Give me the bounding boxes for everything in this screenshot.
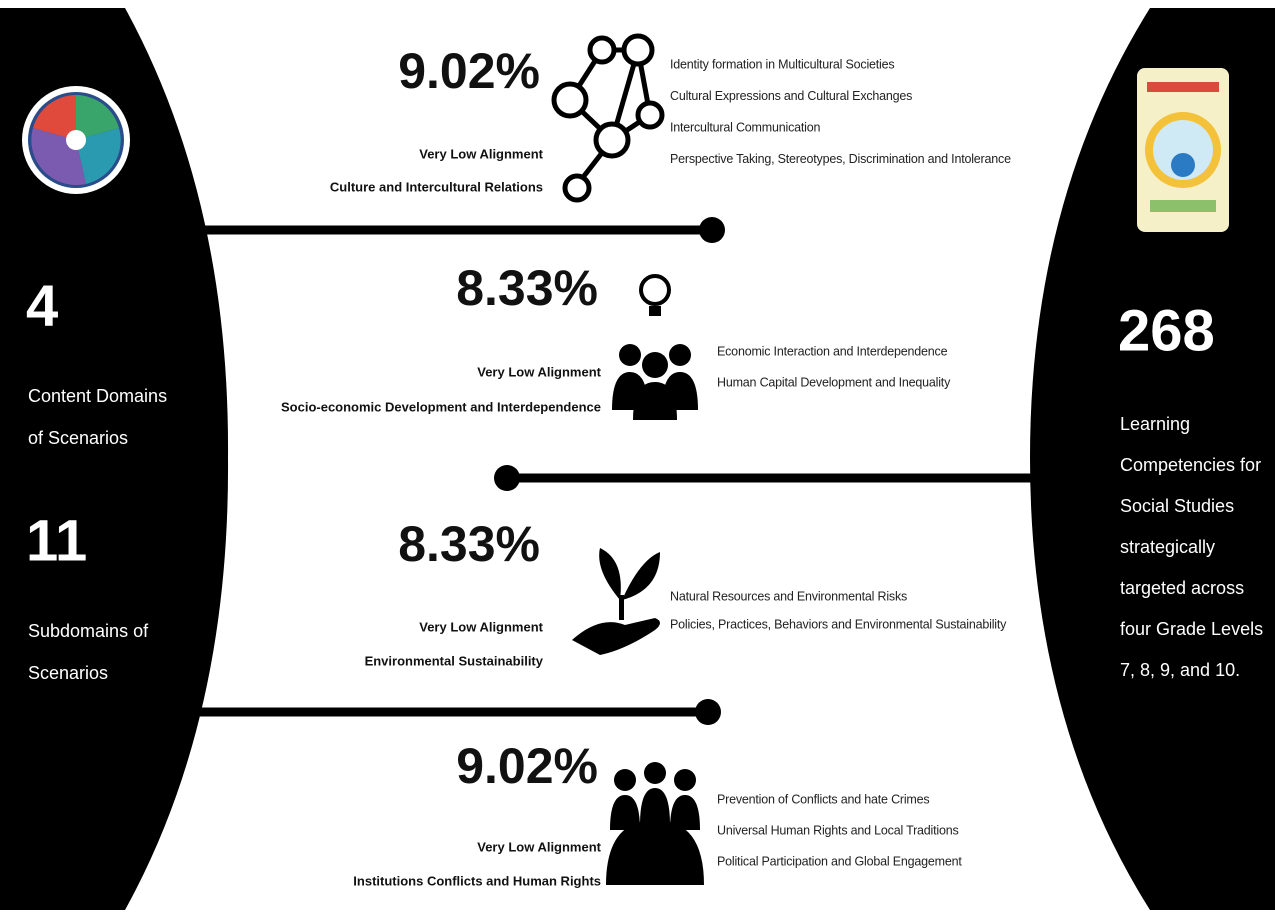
connector-dot bbox=[494, 465, 520, 491]
people-idea-icon bbox=[612, 274, 698, 420]
stat-label: targeted across bbox=[1120, 578, 1244, 598]
percent: 9.02% bbox=[456, 738, 598, 794]
percent: 8.33% bbox=[456, 260, 598, 316]
percent: 9.02% bbox=[398, 43, 540, 99]
connector-dot bbox=[699, 217, 725, 243]
stat-label: 7, 8, 9, and 10. bbox=[1120, 660, 1240, 680]
domain-name: Culture and Intercultural Relations bbox=[330, 179, 543, 194]
left-stats: 4 Content Domains of Scenarios 11 Subdomains… bbox=[26, 273, 167, 682]
stat-label: Competencies for bbox=[1120, 455, 1261, 475]
domain-name: Institutions Conflicts and Human Rights bbox=[353, 873, 601, 888]
subdomain: Prevention of Conflicts and hate Crimes bbox=[717, 792, 929, 806]
subdomain: Human Capital Development and Inequality bbox=[717, 375, 951, 389]
content: 9.02% Very Low Alignment Culture and Inter… bbox=[200, 43, 1060, 888]
stat-label: Learning bbox=[1120, 414, 1190, 434]
network-icon bbox=[551, 33, 665, 203]
subdomain: Perspective Taking, Stereotypes, Discrim… bbox=[670, 152, 1011, 166]
stat-label: four Grade Levels bbox=[1120, 619, 1263, 639]
subdomain: Cultural Expressions and Cultural Exchan… bbox=[670, 89, 912, 103]
right-stats: 268 Learning Competencies for Social Studie… bbox=[1118, 298, 1263, 679]
subdomain: Policies, Practices, Behaviors and Envir… bbox=[670, 617, 1007, 631]
stat-number: 4 bbox=[26, 273, 58, 338]
domain-name: Socio-economic Development and Interdepe… bbox=[281, 399, 601, 414]
stat-label: strategically bbox=[1120, 537, 1215, 557]
audience-icon bbox=[606, 762, 704, 885]
plant-hand-icon bbox=[572, 548, 660, 655]
left-panel bbox=[0, 8, 229, 910]
stat-label: of Scenarios bbox=[28, 428, 128, 448]
alignment: Very Low Alignment bbox=[419, 146, 543, 161]
subdomain: Economic Interaction and Interdependence bbox=[717, 344, 948, 358]
alignment: Very Low Alignment bbox=[477, 839, 601, 854]
subdomain: Universal Human Rights and Local Traditi… bbox=[717, 823, 959, 837]
stat-label: Content Domains bbox=[28, 386, 167, 406]
stat-label: Scenarios bbox=[28, 663, 108, 683]
alignment: Very Low Alignment bbox=[419, 619, 543, 634]
stat-number: 11 bbox=[26, 508, 87, 573]
connector-dot bbox=[695, 699, 721, 725]
domain-name: Environmental Sustainability bbox=[365, 653, 544, 668]
right-logo bbox=[1137, 68, 1229, 232]
stat-label: Social Studies bbox=[1120, 496, 1234, 516]
left-logo bbox=[22, 86, 130, 194]
subdomain: Identity formation in Multicultural Soci… bbox=[670, 57, 894, 71]
stat-number: 268 bbox=[1118, 298, 1215, 363]
subdomain: Political Participation and Global Engag… bbox=[717, 854, 962, 868]
right-panel bbox=[1030, 8, 1275, 910]
subdomain: Natural Resources and Environmental Risk… bbox=[670, 589, 907, 603]
alignment: Very Low Alignment bbox=[477, 364, 601, 379]
stat-label: Subdomains of bbox=[28, 621, 149, 641]
percent: 8.33% bbox=[398, 516, 540, 572]
subdomain: Intercultural Communication bbox=[670, 120, 820, 134]
